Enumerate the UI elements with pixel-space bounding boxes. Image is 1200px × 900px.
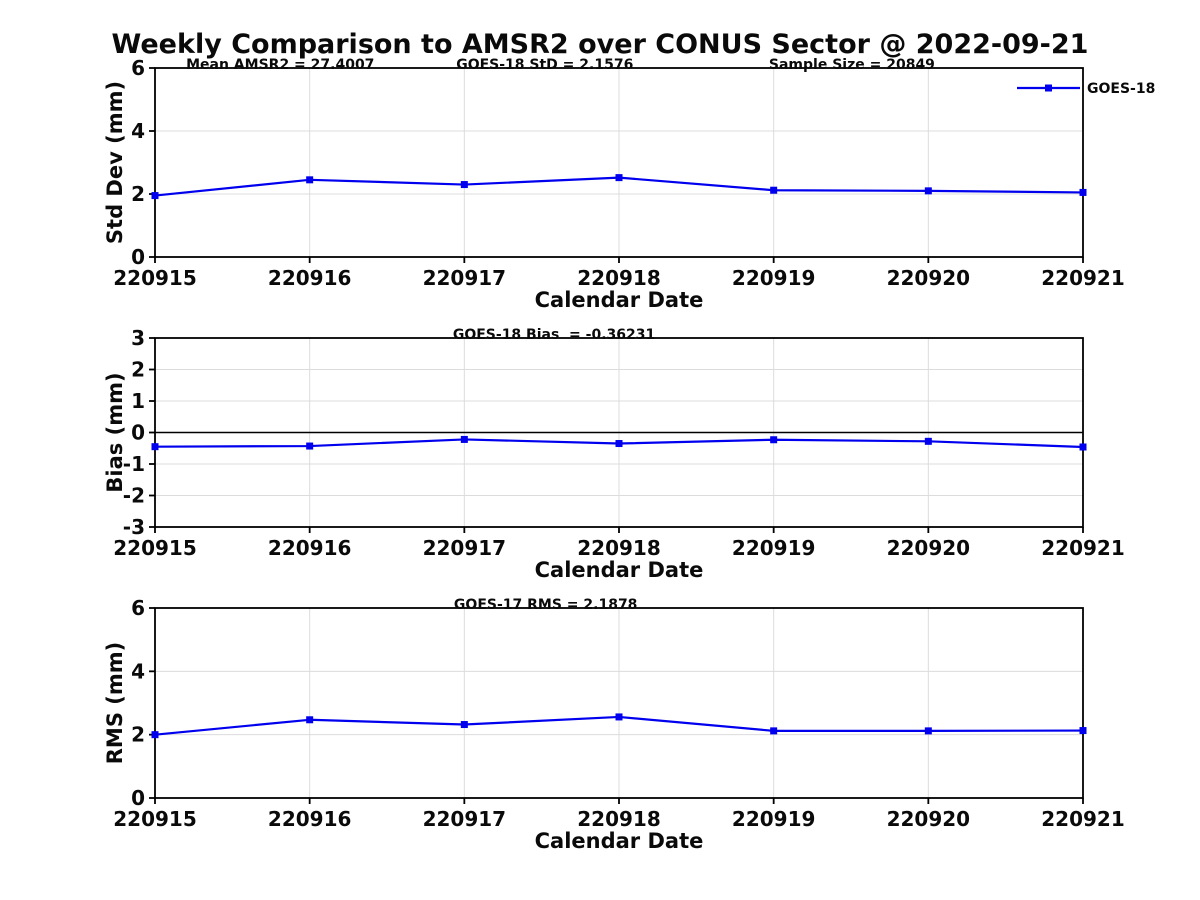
y-tick-label: -2 xyxy=(123,484,145,508)
y-tick-label: 4 xyxy=(131,119,145,143)
subplot-3: 220915 220916 220917 220918 220919 220920 2209… xyxy=(103,596,1125,853)
series-marker xyxy=(306,716,314,724)
y-tick-label: 3 xyxy=(131,326,145,350)
x-tick-label: 220920 xyxy=(887,266,971,290)
series-marker xyxy=(770,186,778,194)
y-tick-label: 1 xyxy=(131,389,145,413)
series-marker xyxy=(1079,727,1087,735)
series-marker xyxy=(615,174,623,182)
y-tick-label: 2 xyxy=(131,182,145,206)
x-tick-label: 220920 xyxy=(887,807,971,831)
x-axis-label: Calendar Date xyxy=(535,829,704,853)
y-axis-label: Bias (mm) xyxy=(103,372,127,492)
y-tick-label: 2 xyxy=(131,723,145,747)
x-tick-label: 220919 xyxy=(732,266,816,290)
series-marker xyxy=(615,713,623,721)
x-tick-label: 220919 xyxy=(732,807,816,831)
series-marker xyxy=(460,181,468,189)
annotation-text: Sample Size = 20849 xyxy=(769,57,935,73)
x-tick-label: 220917 xyxy=(423,266,507,290)
figure-title: Weekly Comparison to AMSR2 over CONUS Se… xyxy=(111,29,1089,60)
y-tick-label: 2 xyxy=(131,358,145,382)
series-marker xyxy=(151,443,159,451)
series-marker xyxy=(1079,443,1087,451)
x-tick-label: 220919 xyxy=(732,536,816,560)
x-tick-label: 220921 xyxy=(1041,536,1125,560)
legend: GOES-18 xyxy=(1017,81,1155,97)
x-tick-label: 220916 xyxy=(268,536,352,560)
gridlines xyxy=(154,607,1084,799)
x-tick-label: 220920 xyxy=(887,536,971,560)
x-tick-label: 220921 xyxy=(1041,266,1125,290)
x-tick-label: 220916 xyxy=(268,266,352,290)
series-marker xyxy=(460,435,468,443)
x-tick-label: 220918 xyxy=(577,536,661,560)
x-tick-label: 220915 xyxy=(113,807,197,831)
ticks: 220915 220916 220917 220918 220919 220920 2209… xyxy=(113,326,1125,560)
annotation-text: Mean AMSR2 = 27.4007 xyxy=(186,57,374,73)
y-tick-label: 0 xyxy=(131,421,145,445)
series-marker xyxy=(924,187,932,195)
subplot-2: 220915 220916 220917 220918 220919 220920 2209… xyxy=(103,326,1125,582)
y-tick-label: 0 xyxy=(131,245,145,269)
series-marker xyxy=(306,442,314,450)
series-marker xyxy=(306,176,314,184)
annotation-text: GOES-18 StD = 2.1576 xyxy=(456,57,633,73)
ticks: 220915 220916 220917 220918 220919 220920 2209… xyxy=(113,56,1125,290)
x-axis-label: Calendar Date xyxy=(535,288,704,312)
series-marker xyxy=(924,727,932,735)
y-tick-label: -1 xyxy=(123,452,145,476)
x-tick-label: 220917 xyxy=(423,807,507,831)
x-tick-label: 220917 xyxy=(423,536,507,560)
x-tick-label: 220921 xyxy=(1041,807,1125,831)
series-marker xyxy=(1079,188,1087,196)
series-marker xyxy=(151,731,159,739)
subplot-1: 220915 220916 220917 220918 220919 220920 2209… xyxy=(103,56,1155,312)
ticks: 220915 220916 220917 220918 220919 220920 2209… xyxy=(113,596,1125,831)
series-marker xyxy=(770,727,778,735)
x-axis-label: Calendar Date xyxy=(535,558,704,582)
legend-label: GOES-18 xyxy=(1087,81,1155,97)
series-marker xyxy=(924,437,932,445)
y-tick-label: 6 xyxy=(131,596,145,620)
x-tick-label: 220918 xyxy=(577,266,661,290)
series-marker xyxy=(460,721,468,729)
y-tick-label: -3 xyxy=(123,515,145,539)
annotation-text: GOES-18 Bias = -0.36231 xyxy=(453,327,655,343)
x-tick-label: 220915 xyxy=(113,536,197,560)
series-marker xyxy=(615,440,623,448)
series-marker xyxy=(151,192,159,200)
y-tick-label: 4 xyxy=(131,659,145,683)
y-axis-label: RMS (mm) xyxy=(103,642,127,764)
legend-marker xyxy=(1045,84,1052,92)
gridlines xyxy=(154,67,1084,258)
x-tick-label: 220918 xyxy=(577,807,661,831)
x-tick-label: 220915 xyxy=(113,266,197,290)
y-axis-label: Std Dev (mm) xyxy=(103,81,127,244)
series-marker xyxy=(770,436,778,444)
annotation-text: GOES-17 RMS = 2.1878 xyxy=(454,597,638,613)
x-tick-label: 220916 xyxy=(268,807,352,831)
y-tick-label: 0 xyxy=(131,786,145,810)
y-tick-label: 6 xyxy=(131,56,145,80)
